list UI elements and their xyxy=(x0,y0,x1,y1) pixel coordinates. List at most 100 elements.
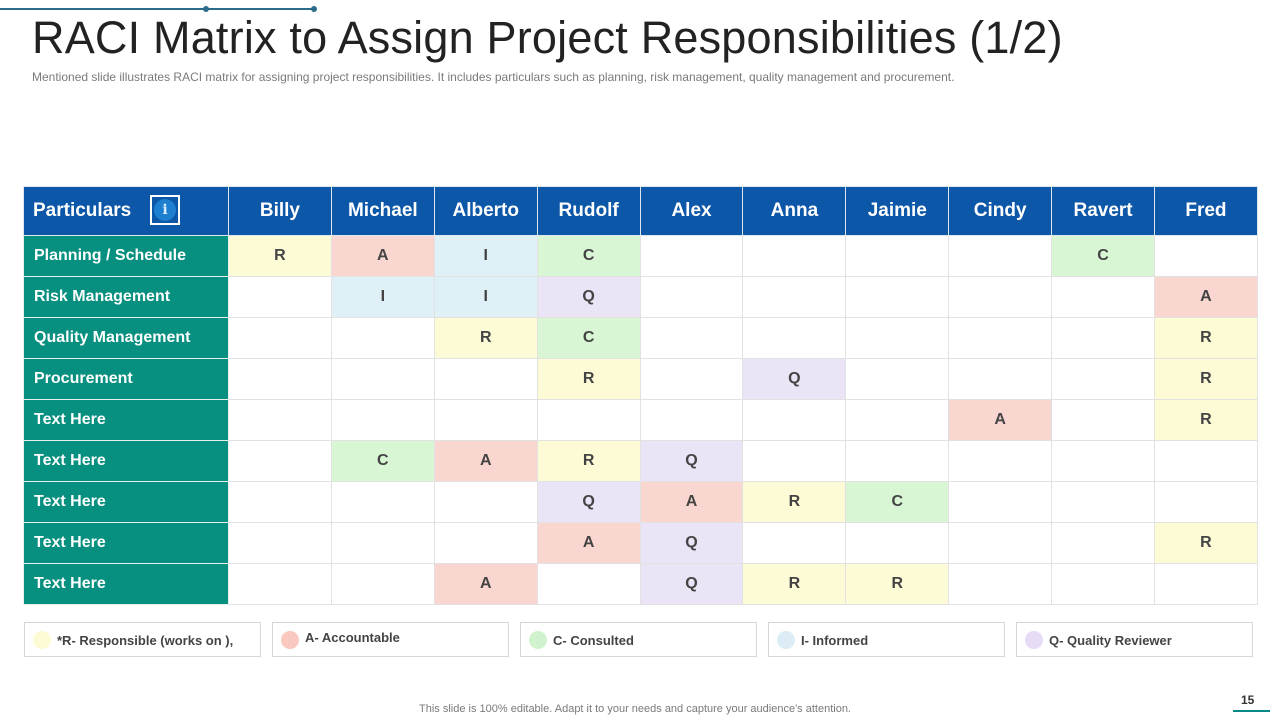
raci-cell xyxy=(1154,481,1258,523)
corner-header: Particulars i xyxy=(23,186,229,236)
raci-cell: I xyxy=(433,235,538,277)
raci-cell xyxy=(639,235,744,277)
legend-color-dot xyxy=(777,631,795,649)
raci-cell xyxy=(228,276,332,318)
slide-subtitle: Mentioned slide illustrates RACI matrix … xyxy=(32,70,955,84)
legend-label: I- Informed xyxy=(801,633,869,648)
raci-cell xyxy=(845,522,950,564)
table-row: Risk Management I I Q A xyxy=(23,276,1258,318)
column-header-jaimie: Jaimie xyxy=(845,186,950,236)
raci-cell xyxy=(1154,563,1258,605)
legend-item-i: I- Informed xyxy=(768,622,1005,657)
legend-label: A- Accountable xyxy=(305,630,400,645)
raci-cell xyxy=(330,358,435,400)
raci-cell: R xyxy=(536,358,641,400)
raci-cell xyxy=(1051,481,1156,523)
column-header-ravert: Ravert xyxy=(1051,186,1156,236)
table-row: Text Here A R xyxy=(23,399,1258,441)
corner-label: Particulars xyxy=(33,200,132,221)
row-header: Text Here xyxy=(23,440,229,482)
raci-cell: C xyxy=(1051,235,1156,277)
column-header-rudolf: Rudolf xyxy=(536,186,641,236)
raci-cell xyxy=(1051,276,1156,318)
raci-cell xyxy=(948,317,1053,359)
table-row: Procurement R Q R xyxy=(23,358,1258,400)
raci-cell xyxy=(742,317,847,359)
raci-cell xyxy=(948,235,1053,277)
raci-cell: C xyxy=(330,440,435,482)
raci-cell xyxy=(1051,317,1156,359)
raci-cell xyxy=(330,317,435,359)
row-header: Text Here xyxy=(23,563,229,605)
raci-cell: R xyxy=(1154,522,1258,564)
raci-cell: A xyxy=(433,440,538,482)
raci-cell xyxy=(948,276,1053,318)
legend-item-a: A- Accountable xyxy=(272,622,509,657)
row-header: Text Here xyxy=(23,481,229,523)
table-header-row: Particulars i Billy Michael Alberto Rudolf A… xyxy=(23,186,1258,236)
raci-cell xyxy=(1051,358,1156,400)
column-header-michael: Michael xyxy=(330,186,435,236)
raci-cell xyxy=(228,563,332,605)
info-icon[interactable]: i xyxy=(150,195,180,225)
legend-label: Q- Quality Reviewer xyxy=(1049,633,1172,648)
raci-cell xyxy=(845,399,950,441)
column-header-fred: Fred xyxy=(1154,186,1258,236)
slide-title: RACI Matrix to Assign Project Responsibi… xyxy=(32,12,1063,63)
table-row: Text Here Q A R C xyxy=(23,481,1258,523)
raci-cell: Q xyxy=(742,358,847,400)
raci-cell xyxy=(228,358,332,400)
raci-cell xyxy=(639,358,744,400)
raci-cell xyxy=(948,358,1053,400)
raci-cell xyxy=(742,235,847,277)
raci-cell: A xyxy=(1154,276,1258,318)
raci-matrix-table: Particulars i Billy Michael Alberto Rudolf A… xyxy=(23,186,1258,605)
legend-color-dot xyxy=(529,631,547,649)
footer-note: This slide is 100% editable. Adapt it to… xyxy=(419,703,851,715)
row-header: Risk Management xyxy=(23,276,229,318)
raci-cell xyxy=(639,276,744,318)
table-row: Text Here C A R Q xyxy=(23,440,1258,482)
raci-cell xyxy=(1154,235,1258,277)
raci-cell xyxy=(639,317,744,359)
raci-cell: Q xyxy=(639,522,744,564)
raci-cell xyxy=(742,522,847,564)
column-header-alex: Alex xyxy=(639,186,744,236)
raci-cell xyxy=(330,563,435,605)
raci-cell: R xyxy=(536,440,641,482)
raci-cell xyxy=(228,440,332,482)
decorative-dot xyxy=(203,6,209,12)
raci-cell xyxy=(228,317,332,359)
raci-cell xyxy=(433,481,538,523)
raci-cell xyxy=(845,358,950,400)
row-header: Text Here xyxy=(23,522,229,564)
column-header-anna: Anna xyxy=(742,186,847,236)
raci-cell: R xyxy=(742,481,847,523)
raci-cell xyxy=(536,563,641,605)
table-row: Planning / Schedule R A I C C xyxy=(23,235,1258,277)
raci-cell: Q xyxy=(536,276,641,318)
raci-cell: A xyxy=(639,481,744,523)
legend: *R- Responsible (works on ), A- Accountab… xyxy=(24,622,1254,659)
raci-cell xyxy=(228,522,332,564)
column-header-alberto: Alberto xyxy=(433,186,538,236)
row-header: Procurement xyxy=(23,358,229,400)
raci-cell xyxy=(845,317,950,359)
raci-cell xyxy=(433,522,538,564)
raci-cell xyxy=(1051,440,1156,482)
raci-cell: C xyxy=(845,481,950,523)
raci-cell xyxy=(639,399,744,441)
raci-cell xyxy=(845,235,950,277)
raci-cell xyxy=(433,358,538,400)
legend-color-dot xyxy=(1025,631,1043,649)
raci-cell: I xyxy=(433,276,538,318)
raci-cell: Q xyxy=(639,563,744,605)
raci-cell xyxy=(433,399,538,441)
raci-cell: R xyxy=(845,563,950,605)
raci-cell: Q xyxy=(639,440,744,482)
raci-cell: A xyxy=(433,563,538,605)
raci-cell: C xyxy=(536,317,641,359)
raci-cell: R xyxy=(742,563,847,605)
legend-item-q: Q- Quality Reviewer xyxy=(1016,622,1253,657)
raci-cell: A xyxy=(536,522,641,564)
